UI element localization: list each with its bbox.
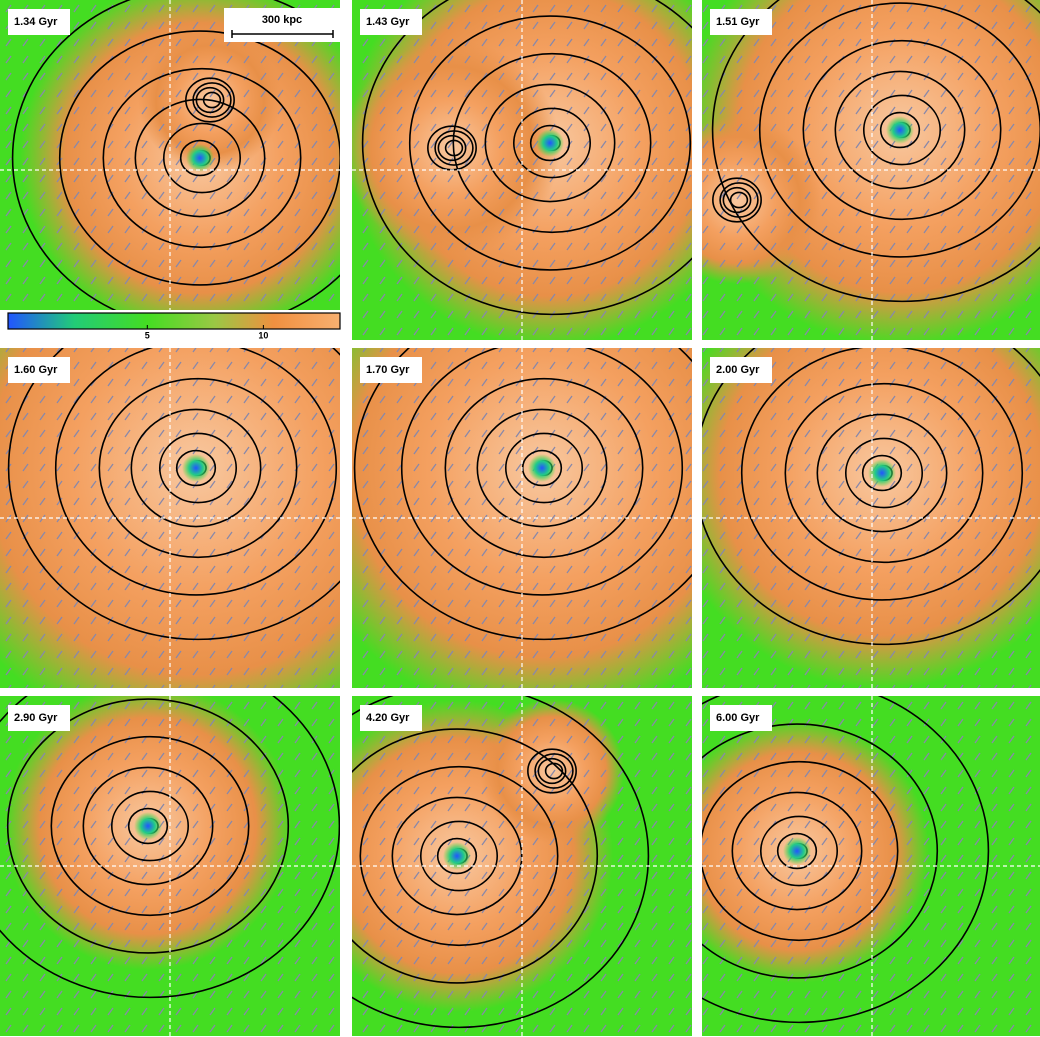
time-label: 1.51 Gyr [716, 16, 760, 28]
time-label: 1.43 Gyr [366, 16, 410, 28]
panel: 1.43 Gyr [344, 0, 754, 347]
scale-label: 300 kpc [262, 14, 302, 26]
colorbar-tick-label: 10 [258, 330, 268, 340]
core [783, 837, 811, 865]
figure: 1.34 Gyr 1.43 Gyr 1.51 Gyr 1.60 Gyr 1.70 Gyr… [0, 0, 1040, 1037]
panel: 2.90 Gyr [0, 655, 340, 1036]
core [134, 812, 162, 840]
time-label: 6.00 Gyr [716, 712, 760, 724]
time-label: 1.60 Gyr [14, 364, 58, 376]
core [528, 454, 556, 482]
core [886, 116, 914, 144]
time-label: 4.20 Gyr [366, 712, 410, 724]
time-label: 1.70 Gyr [366, 364, 410, 376]
colorbar [8, 313, 340, 329]
time-label: 2.90 Gyr [14, 712, 58, 724]
panel: 1.34 Gyr [0, 0, 391, 340]
time-label: 2.00 Gyr [716, 364, 760, 376]
core [182, 454, 210, 482]
panel: 1.51 Gyr [653, 0, 1040, 346]
core [186, 144, 214, 172]
colorbar-tick-label: 5 [145, 330, 150, 340]
core [536, 129, 564, 157]
time-label: 1.34 Gyr [14, 16, 58, 28]
